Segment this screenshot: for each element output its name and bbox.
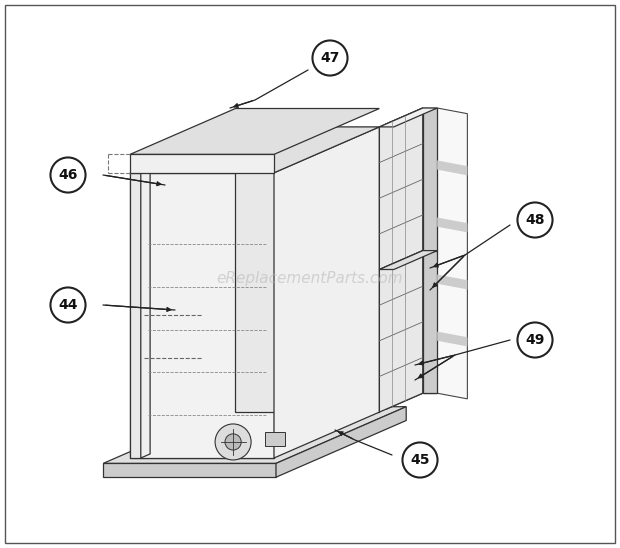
Text: 44: 44 xyxy=(58,298,78,312)
Circle shape xyxy=(518,202,552,237)
Polygon shape xyxy=(103,464,276,477)
Polygon shape xyxy=(437,332,467,346)
Circle shape xyxy=(225,434,241,450)
Text: 48: 48 xyxy=(525,213,545,227)
Circle shape xyxy=(312,41,348,76)
Polygon shape xyxy=(386,108,423,409)
Text: 47: 47 xyxy=(321,51,340,65)
Polygon shape xyxy=(379,250,437,270)
Circle shape xyxy=(50,288,86,323)
Polygon shape xyxy=(276,407,406,477)
Text: 46: 46 xyxy=(58,168,78,182)
Polygon shape xyxy=(130,109,379,155)
Circle shape xyxy=(215,424,251,460)
Polygon shape xyxy=(130,173,141,458)
Polygon shape xyxy=(141,173,274,458)
Polygon shape xyxy=(423,250,437,393)
Polygon shape xyxy=(141,169,150,458)
Circle shape xyxy=(518,322,552,357)
Polygon shape xyxy=(437,108,467,399)
Circle shape xyxy=(402,442,438,477)
Polygon shape xyxy=(130,173,274,458)
Circle shape xyxy=(50,157,86,192)
Text: 49: 49 xyxy=(525,333,545,347)
Polygon shape xyxy=(437,275,467,289)
Polygon shape xyxy=(103,407,406,464)
Polygon shape xyxy=(130,127,379,173)
Polygon shape xyxy=(236,127,379,412)
Polygon shape xyxy=(274,127,379,458)
Polygon shape xyxy=(379,108,423,270)
Polygon shape xyxy=(379,108,437,127)
Polygon shape xyxy=(423,108,437,393)
Text: eReplacementParts.com: eReplacementParts.com xyxy=(216,271,404,286)
Polygon shape xyxy=(265,432,285,446)
Polygon shape xyxy=(423,108,437,250)
Polygon shape xyxy=(130,155,274,173)
Polygon shape xyxy=(437,161,467,175)
Polygon shape xyxy=(379,250,423,412)
Text: 45: 45 xyxy=(410,453,430,467)
Polygon shape xyxy=(437,218,467,232)
